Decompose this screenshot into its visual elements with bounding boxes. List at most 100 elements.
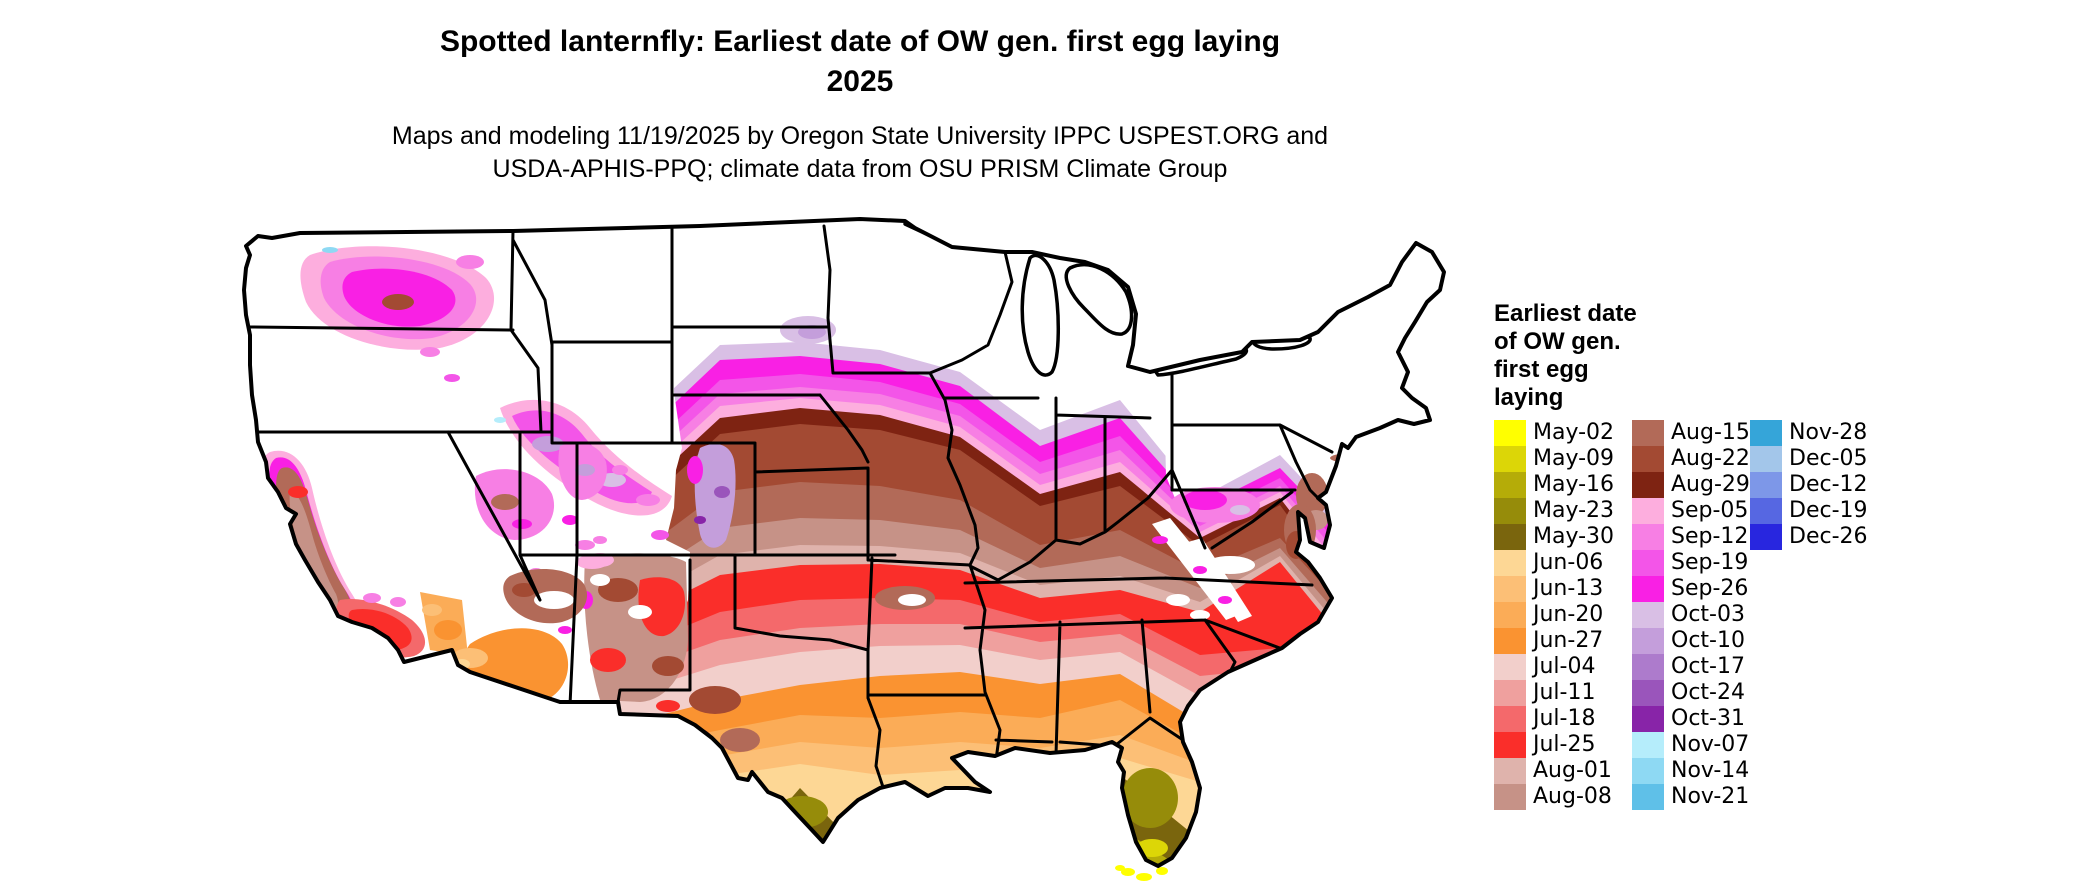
legend-label: May-02: [1533, 420, 1615, 445]
map-patch-ri: [1377, 438, 1393, 446]
map-patch-co-deep2: [694, 516, 706, 524]
map-patch-az-mag2: [558, 626, 572, 634]
map-patch-nm-white: [628, 605, 652, 619]
legend-label: Jun-27: [1533, 628, 1604, 653]
map-patch-id-cyan: [494, 417, 506, 423]
map-clipped-content: [244, 219, 1444, 866]
legend-label: May-09: [1533, 446, 1615, 471]
map-patch-pa-white: [1205, 556, 1255, 574]
map-svg: [242, 217, 1446, 881]
legend-row: Dec-19: [1750, 498, 1868, 524]
legend-row: Nov-14: [1632, 758, 1750, 784]
legend-row: Nov-21: [1632, 784, 1750, 810]
legend-label: Nov-07: [1671, 732, 1750, 757]
legend-row: Jun-27: [1494, 628, 1614, 654]
legend-swatch-nov14: [1632, 758, 1664, 784]
region-band-jun13: [519, 735, 1444, 866]
legend-label: Dec-19: [1789, 498, 1868, 523]
legend-row: Sep-12: [1632, 524, 1750, 550]
map-patch-nm-red2: [590, 648, 626, 672]
map-patch-ut-purple: [575, 464, 595, 476]
map-patch-app-w3: [1166, 594, 1190, 606]
legend-label: May-30: [1533, 524, 1615, 549]
legend-label: Aug-15: [1671, 420, 1750, 445]
legend: May-02 May-09 May-16 May-23 May-30 Jun-06 Jun-…: [1494, 420, 1914, 812]
map-patch-fl-olive: [1122, 768, 1178, 828]
map-patch-co-mag: [687, 456, 703, 484]
legend-row: Aug-01: [1494, 758, 1614, 784]
map-patch-sca-mag2: [390, 597, 406, 607]
map-patch-delmarva2: [1286, 531, 1306, 559]
legend-label: Oct-03: [1671, 602, 1745, 627]
legend-swatch-jun06: [1494, 550, 1526, 576]
legend-swatch-dec19: [1750, 498, 1782, 524]
legend-label: Jun-06: [1533, 550, 1604, 575]
legend-row: Jul-11: [1494, 680, 1614, 706]
legend-swatch-may09: [1494, 446, 1526, 472]
legend-swatch-nov21: [1632, 784, 1664, 810]
legend-label: Jul-04: [1533, 654, 1596, 679]
legend-row: Oct-03: [1632, 602, 1750, 628]
region-band-jun06: [519, 758, 1444, 866]
legend-row: Oct-17: [1632, 654, 1750, 680]
map-patch-co-w1: [636, 494, 660, 506]
map-patch-az-white: [534, 591, 574, 609]
legend-label: Jun-13: [1533, 576, 1604, 601]
legend-label: Aug-08: [1533, 784, 1612, 809]
legend-column-3: Nov-28 Dec-05 Dec-12 Dec-19 Dec-26: [1750, 420, 1868, 550]
legend-label: Sep-26: [1671, 576, 1749, 601]
map-patch-app-w4: [1190, 610, 1210, 620]
legend-label: Oct-24: [1671, 680, 1745, 705]
legend-row: Jun-20: [1494, 602, 1614, 628]
legend-swatch-aug15: [1632, 420, 1664, 446]
legend-swatch-oct24: [1632, 680, 1664, 706]
legend-swatch-oct31: [1632, 706, 1664, 732]
map-patch-nm-white2: [590, 574, 610, 586]
map-patch-nm-brown: [598, 578, 638, 602]
map-patch-key2: [1121, 868, 1135, 876]
legend-label: Jun-20: [1533, 602, 1604, 627]
map-patch-key1: [1115, 865, 1125, 871]
legend-swatch-dec26: [1750, 524, 1782, 550]
region-band-may30: [519, 775, 1444, 866]
legend-swatch-sep12: [1632, 524, 1664, 550]
map-patch-ca-valley2: [289, 490, 339, 611]
legend-row: Aug-15: [1632, 420, 1750, 446]
legend-swatch-may30: [1494, 524, 1526, 550]
map-patch-key4: [1156, 867, 1168, 875]
legend-label: Dec-12: [1789, 472, 1868, 497]
page-title: Spotted lanternfly: Earliest date of OW …: [439, 25, 1281, 98]
legend-label: Aug-01: [1533, 758, 1612, 783]
map-patch-elpaso: [656, 700, 680, 712]
legend-row: Sep-05: [1632, 498, 1750, 524]
legend-swatch-sep05: [1632, 498, 1664, 524]
legend-swatch-aug22: [1632, 446, 1664, 472]
legend-row: Nov-07: [1632, 732, 1750, 758]
legend-row: Jul-25: [1494, 732, 1614, 758]
map-patch-seca-lt: [422, 604, 442, 616]
legend-label: Dec-05: [1789, 446, 1868, 471]
map-patch-wtx2: [720, 728, 760, 752]
legend-row: Jun-13: [1494, 576, 1614, 602]
map-patch-pamd-mag2: [1183, 490, 1227, 510]
legend-label: Sep-19: [1671, 550, 1749, 575]
legend-swatch-oct10: [1632, 628, 1664, 654]
map-patch-az-mag: [575, 540, 595, 550]
legend-row: Oct-10: [1632, 628, 1750, 654]
legend-swatch-aug01: [1494, 758, 1526, 784]
map-patch-nm-red: [638, 577, 686, 637]
lake-huron: [1064, 262, 1134, 336]
map-patch-nm-brown2: [652, 656, 684, 676]
legend-label: Nov-28: [1789, 420, 1868, 445]
map-patch-or2: [444, 374, 460, 382]
legend-row: Dec-26: [1750, 524, 1868, 550]
legend-label: Jul-11: [1533, 680, 1596, 705]
legend-row: Sep-19: [1632, 550, 1750, 576]
us-choropleth-map: [234, 212, 1477, 891]
map-patch-az-brown: [512, 583, 536, 597]
legend-label: May-23: [1533, 498, 1615, 523]
map-patch-wa-cyan: [322, 247, 338, 253]
map-patch-wa-ne: [456, 255, 484, 269]
legend-swatch-may02: [1494, 420, 1526, 446]
legend-row: Sep-26: [1632, 576, 1750, 602]
